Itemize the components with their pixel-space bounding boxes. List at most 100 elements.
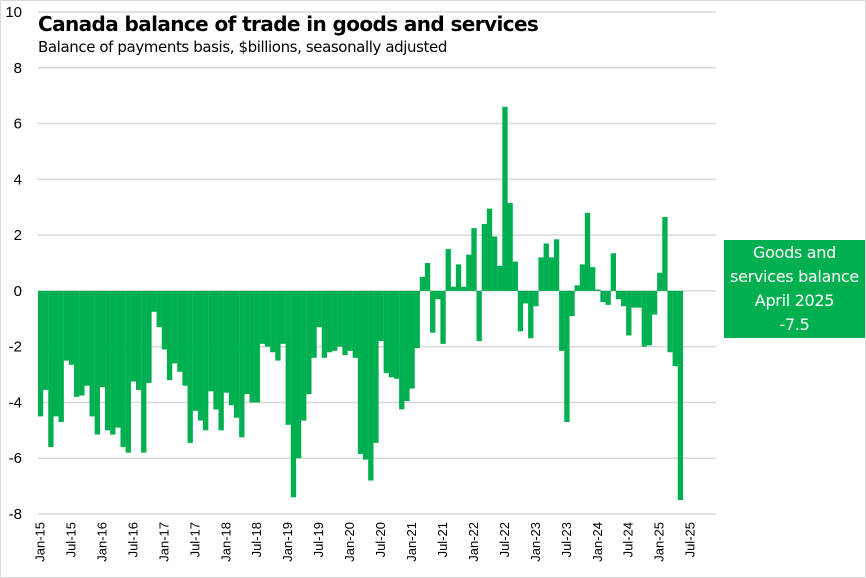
bar [528,290,534,339]
bar [151,290,157,312]
bar [244,290,250,395]
callout-line-3: April 2025 [754,291,835,310]
bar [326,290,333,353]
x-tick-label: Jul-22 [497,522,512,557]
bar [461,286,467,291]
y-tick-label: -4 [9,394,22,411]
bar [156,290,162,328]
y-tick-label: 4 [14,171,22,188]
bar [254,290,260,403]
x-tick-label: Jan-21 [404,522,419,562]
bar [373,290,379,443]
y-tick-label: -6 [9,450,22,467]
bar [621,290,627,307]
bar [166,290,173,381]
bar [476,290,482,342]
bar [285,290,291,425]
bar [141,290,147,453]
bar [79,290,85,396]
x-tick-label: Jul-15 [64,522,79,557]
bar [321,290,328,358]
bar [342,290,348,356]
bar [290,290,297,498]
bar [110,290,116,435]
bar [368,290,374,481]
x-tick-label: Jan-24 [590,522,605,562]
y-axis-ticks: 10 8 6 4 2 0 -2 -4 -6 -8 [5,4,22,523]
bar [48,290,54,448]
bar [125,290,131,453]
bar [63,290,70,361]
bar [177,290,183,372]
bar [559,290,565,351]
bar [646,290,653,346]
bar [37,290,44,417]
bar [378,290,384,342]
bar [311,290,317,358]
bar [120,290,126,448]
y-tick-label: 8 [14,60,22,77]
bar [672,290,678,367]
latest-value-callout: Goods and services balance April 2025 -7… [724,240,865,338]
x-tick-label: Jul-24 [621,522,636,557]
bar [74,290,80,397]
bar [414,290,420,349]
bar [68,290,75,365]
bar [667,290,673,353]
bar [424,263,431,291]
bar [239,290,245,438]
bar [228,290,235,406]
x-tick-label: Jul-18 [249,522,264,557]
bar [590,267,596,291]
bar [533,290,539,307]
bar [677,290,684,501]
bar [192,290,199,411]
bar [43,290,49,390]
bar [197,290,204,421]
bar [280,290,286,344]
bar [295,290,302,459]
x-tick-label: Jul-21 [435,522,450,557]
bar [115,290,121,428]
x-axis-ticks: Jan-15 Jul-15 Jan-16 Jul-16 Jan-17 Jul-17 Jan-… [33,522,698,562]
y-tick-label: 2 [14,227,22,244]
bar [404,290,410,402]
bar [471,228,477,291]
bar [626,290,632,336]
chart-title: Canada balance of trade in goods and ser… [38,12,539,36]
bar [492,236,498,291]
bar [130,290,137,382]
bar [450,286,457,291]
bar [399,290,405,410]
x-tick-label: Jan-23 [528,522,543,562]
bar [135,290,142,390]
bar [486,208,493,291]
x-tick-label: Jan-17 [156,522,171,562]
bar [574,285,580,291]
bar [259,290,266,344]
bar [440,290,446,344]
bar [208,290,214,392]
bar [481,223,487,291]
bar [595,289,601,291]
x-tick-label: Jan-18 [218,522,233,562]
x-tick-label: Jan-15 [33,522,48,562]
bar [357,290,364,455]
bar [522,290,529,304]
bar [662,216,668,291]
bars [37,106,684,501]
bar [363,290,369,460]
callout-line-1: Goods and [753,243,836,262]
y-tick-label: 10 [5,4,22,21]
x-tick-label: Jan-16 [94,522,109,562]
bar [641,290,647,347]
bar [553,239,560,291]
bar [332,290,338,351]
bar [58,290,64,422]
gridlines [38,11,716,515]
bar [264,290,271,347]
bar [610,253,616,291]
bar [172,290,178,364]
bar [579,264,586,291]
x-tick-label: Jan-19 [280,522,295,562]
